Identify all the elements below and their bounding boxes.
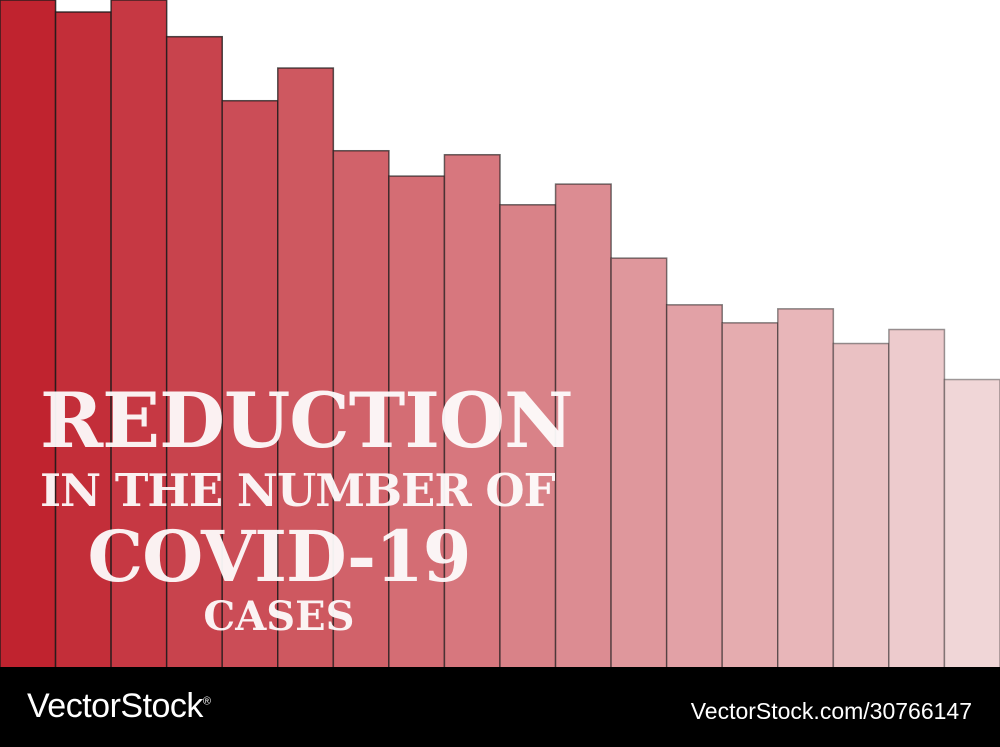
bar-3 xyxy=(110,0,168,667)
headline-line-4: CASES xyxy=(203,593,355,640)
bar-9 xyxy=(443,153,501,667)
brand-logo[interactable]: VectorStock® xyxy=(27,687,211,726)
registered-mark: ® xyxy=(202,695,211,708)
bar-4 xyxy=(165,35,223,667)
bar-6 xyxy=(277,67,335,667)
bar-18 xyxy=(943,378,1000,667)
bar-14 xyxy=(721,322,779,667)
headline-line-2: IN THE NUMBER OF xyxy=(40,464,556,517)
bar-2 xyxy=(54,11,112,667)
bar-13 xyxy=(665,304,723,667)
bar-10 xyxy=(499,204,557,667)
headline-line-3: COVID-19 xyxy=(87,515,472,598)
bar-7 xyxy=(332,149,390,667)
bar-chart xyxy=(0,0,1000,667)
bar-16 xyxy=(832,342,890,667)
bar-12 xyxy=(610,257,668,667)
headline-line-1: REDUCTION xyxy=(40,376,574,465)
stock-id-link[interactable]: VectorStock.com/30766147 xyxy=(690,698,972,724)
bar-5 xyxy=(221,99,279,667)
footer-bar: VectorStock® VectorStock.com/30766147 xyxy=(0,667,1000,747)
bar-15 xyxy=(777,308,835,667)
bar-17 xyxy=(888,328,946,667)
bar-11 xyxy=(554,183,612,667)
brand-name: VectorStock xyxy=(27,687,203,725)
